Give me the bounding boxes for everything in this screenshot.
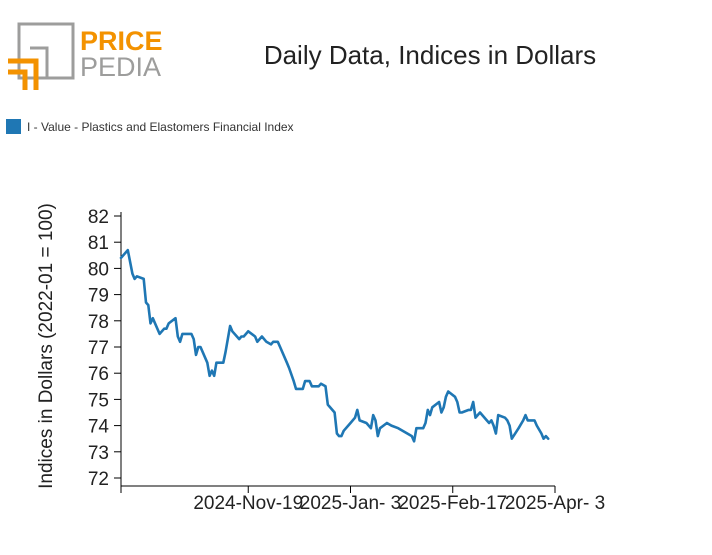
legend-swatch — [6, 119, 21, 134]
y-tick-label: 76 — [88, 364, 109, 385]
legend[interactable]: I - Value - Plastics and Elastomers Fina… — [6, 119, 294, 134]
y-axis-label: Indices in Dollars (2022-01 = 100) — [36, 203, 57, 489]
y-tick-label: 72 — [88, 469, 109, 490]
y-tick-label: 74 — [88, 417, 110, 438]
y-tick-label: 80 — [88, 259, 109, 280]
y-tick-label: 77 — [88, 338, 109, 359]
y-tick-label: 79 — [88, 286, 109, 307]
logo-word-pedia: PEDIA — [80, 52, 161, 82]
x-tick-label: 2025-Jan- 3 — [300, 493, 401, 514]
y-tick-label: 78 — [88, 312, 109, 333]
pricepedia-logo: PRICE PEDIA — [8, 22, 163, 90]
logo-bracket-orange — [8, 58, 39, 90]
logo-bracket-grey — [30, 46, 49, 78]
y-tick-label: 82 — [88, 207, 109, 228]
y-tick-label: 75 — [88, 390, 109, 411]
legend-label: I - Value - Plastics and Elastomers Fina… — [27, 119, 294, 134]
x-tick-label: 2025-Apr- 3 — [505, 493, 605, 514]
y-tick-label: 81 — [88, 233, 109, 254]
series-line — [119, 248, 550, 443]
x-tick-label: 2024-Nov-19 — [193, 493, 303, 514]
x-tick-label: 2025-Feb-17 — [398, 493, 507, 514]
logo-word-price: PRICE — [80, 26, 163, 56]
y-tick-label: 73 — [88, 443, 109, 464]
axes: 72 73 74 75 76 77 78 79 80 81 82 2024-Nov-192025-Ja… — [88, 207, 605, 514]
chart-title: Daily Data, Indices in Dollars — [263, 40, 597, 70]
logo-bracket-orange-inner — [8, 69, 28, 90]
series-layer — [119, 248, 550, 443]
